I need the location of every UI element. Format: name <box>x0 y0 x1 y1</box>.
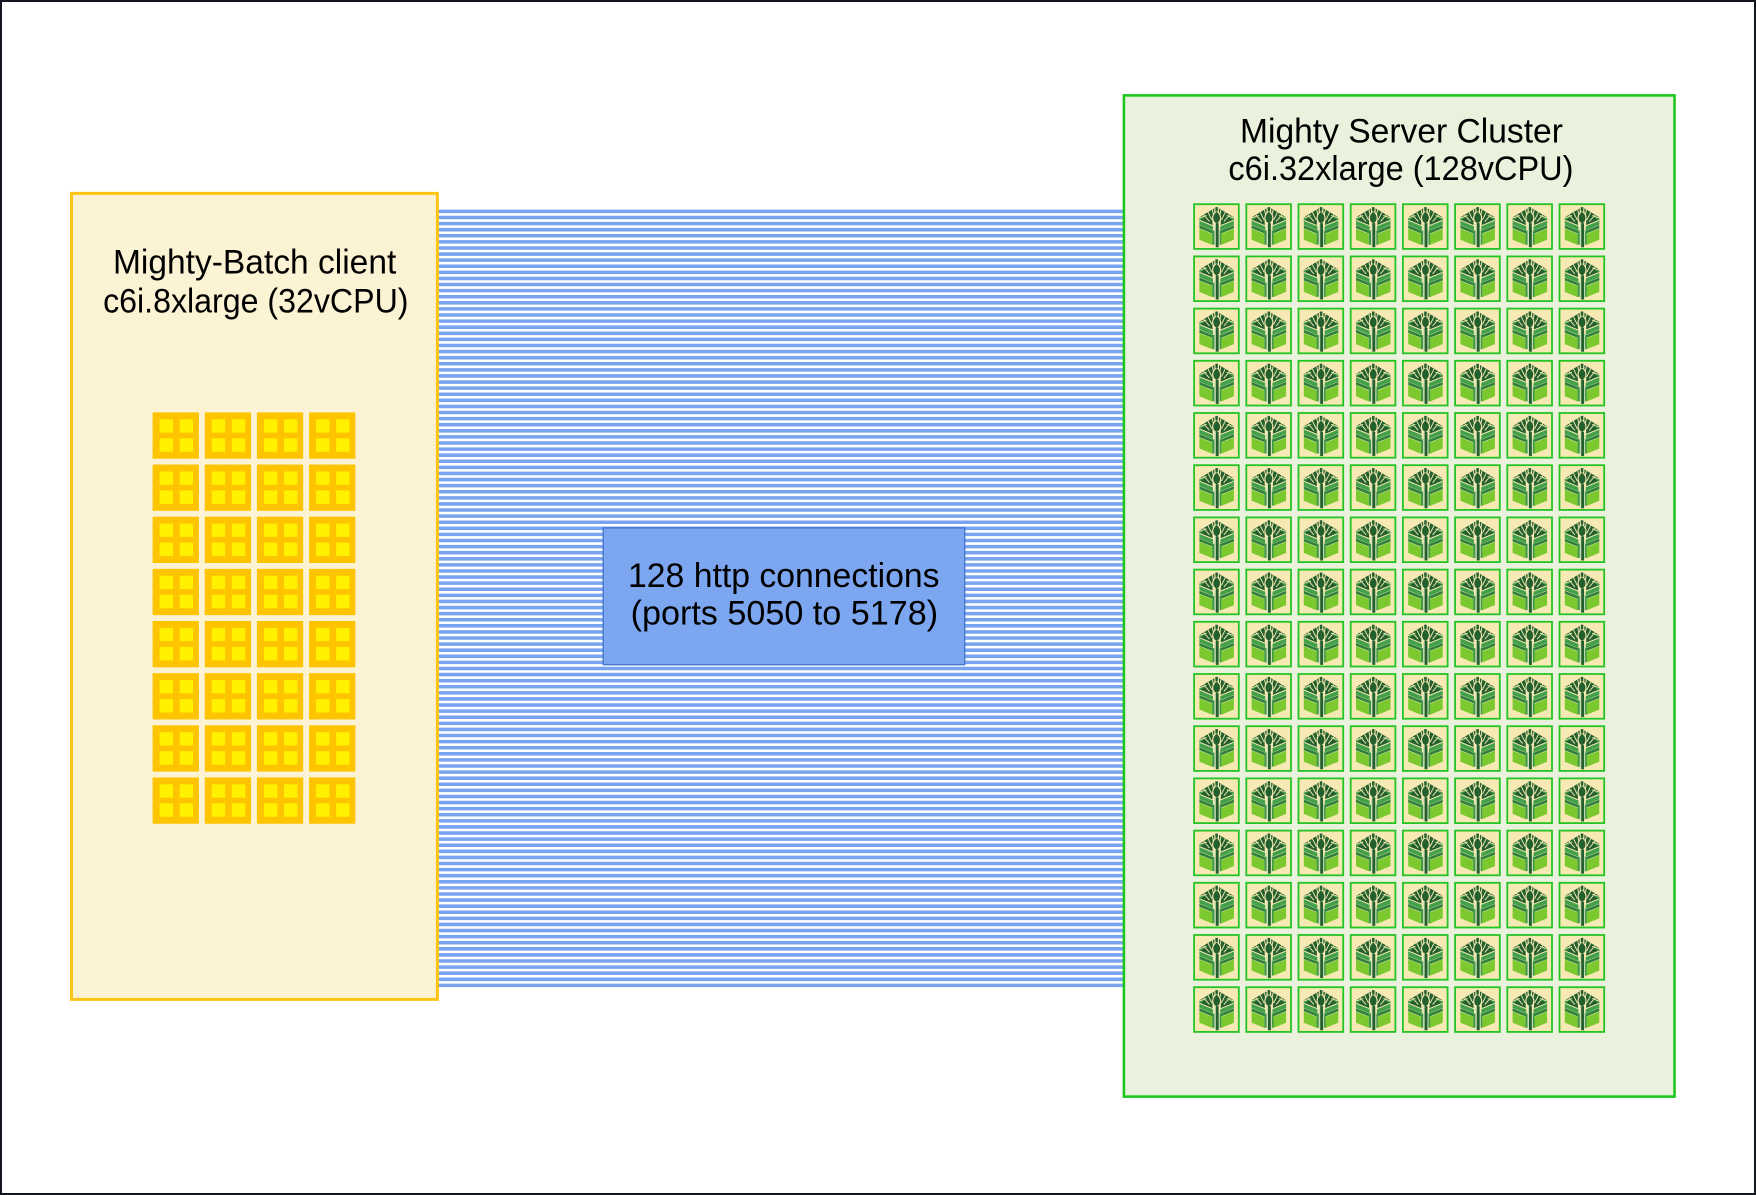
svg-text:Mighty-Batch client: Mighty-Batch client <box>113 244 397 282</box>
svg-text:(ports 5050 to 5178): (ports 5050 to 5178) <box>631 595 939 633</box>
svg-text:c6i.32xlarge (128vCPU): c6i.32xlarge (128vCPU) <box>1228 150 1573 188</box>
svg-text:128 http connections: 128 http connections <box>628 557 940 595</box>
svg-text:Mighty Server Cluster: Mighty Server Cluster <box>1240 112 1563 150</box>
svg-text:c6i.8xlarge (32vCPU): c6i.8xlarge (32vCPU) <box>103 282 408 320</box>
